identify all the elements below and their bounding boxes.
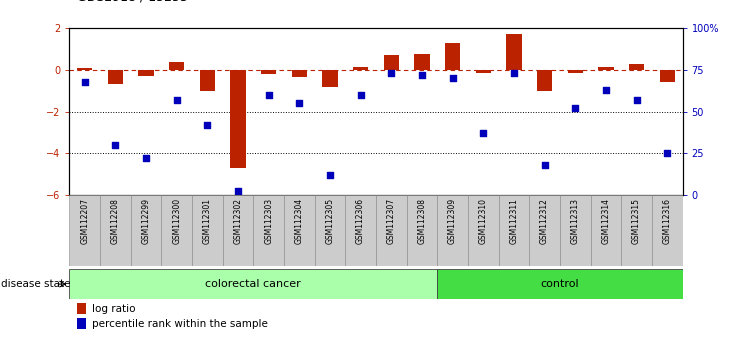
Text: GDS2918 / 15253: GDS2918 / 15253 (77, 0, 188, 4)
Text: GSM112208: GSM112208 (111, 198, 120, 244)
Bar (384, 55, 399, 70)
Point (263, 92, 274, 98)
Bar (529, 195, 560, 266)
Bar (507, 34, 521, 70)
Bar (284, 195, 315, 266)
Text: GSM112301: GSM112301 (203, 198, 212, 244)
Bar (161, 195, 192, 266)
Bar (499, 195, 529, 266)
Bar (599, 67, 614, 70)
Bar (345, 195, 376, 266)
Text: GSM112312: GSM112312 (540, 198, 549, 244)
Text: GSM112304: GSM112304 (295, 198, 304, 244)
Text: GSM112315: GSM112315 (632, 198, 641, 244)
Point (293, 101, 305, 106)
Bar (537, 70, 553, 91)
Bar (69, 195, 100, 266)
Text: GSM112310: GSM112310 (479, 198, 488, 244)
Bar (315, 195, 345, 266)
Point (416, 72, 428, 78)
Bar (652, 195, 683, 266)
Point (201, 122, 213, 128)
Bar (231, 70, 245, 168)
Bar (415, 54, 429, 70)
Bar (261, 70, 276, 74)
Bar (437, 195, 468, 266)
Point (324, 172, 336, 178)
Point (110, 142, 121, 148)
Text: GSM112302: GSM112302 (234, 198, 242, 244)
Bar (376, 195, 407, 266)
Text: disease state: disease state (1, 279, 71, 289)
Bar (407, 195, 437, 266)
Point (447, 75, 458, 81)
Bar (131, 195, 161, 266)
Bar (253, 195, 284, 266)
Text: GSM112314: GSM112314 (602, 198, 610, 244)
Point (508, 70, 520, 76)
Bar (291, 70, 307, 77)
Text: GSM112299: GSM112299 (142, 198, 150, 244)
Point (355, 92, 366, 98)
Bar (445, 43, 461, 70)
Bar (69, 269, 437, 299)
Bar (568, 70, 583, 73)
Bar (323, 70, 337, 86)
Point (171, 97, 182, 103)
Bar (223, 195, 253, 266)
Point (79, 79, 91, 84)
Text: GSM112313: GSM112313 (571, 198, 580, 244)
Text: GSM112309: GSM112309 (448, 198, 457, 244)
Text: GSM112300: GSM112300 (172, 198, 181, 244)
Point (477, 130, 489, 136)
Text: control: control (541, 279, 579, 289)
Text: GSM112207: GSM112207 (80, 198, 89, 244)
Point (539, 162, 550, 167)
Text: GSM112311: GSM112311 (510, 198, 518, 244)
Text: GSM112305: GSM112305 (326, 198, 334, 244)
Bar (139, 70, 154, 76)
Bar (468, 195, 499, 266)
Bar (560, 195, 591, 266)
Bar (100, 195, 131, 266)
Text: GSM112303: GSM112303 (264, 198, 273, 244)
Text: percentile rank within the sample: percentile rank within the sample (92, 319, 268, 329)
Bar (77, 318, 86, 330)
Bar (629, 64, 645, 70)
Point (232, 189, 244, 194)
Bar (169, 62, 184, 70)
Bar (353, 67, 369, 70)
Bar (591, 195, 621, 266)
Bar (660, 70, 675, 82)
Point (385, 70, 397, 76)
Text: GSM112306: GSM112306 (356, 198, 365, 244)
Bar (192, 195, 223, 266)
Text: GSM112308: GSM112308 (418, 198, 426, 244)
Text: colorectal cancer: colorectal cancer (205, 279, 301, 289)
Point (631, 97, 642, 103)
Bar (437, 269, 683, 299)
Point (569, 105, 581, 111)
Bar (77, 68, 92, 70)
Bar (108, 70, 123, 85)
Text: GSM112307: GSM112307 (387, 198, 396, 244)
Bar (200, 70, 215, 91)
Text: log ratio: log ratio (92, 304, 135, 314)
Bar (621, 195, 652, 266)
Point (140, 155, 152, 161)
Bar (77, 303, 86, 314)
Point (661, 150, 673, 156)
Text: GSM112316: GSM112316 (663, 198, 672, 244)
Bar (476, 70, 491, 73)
Point (600, 87, 612, 93)
